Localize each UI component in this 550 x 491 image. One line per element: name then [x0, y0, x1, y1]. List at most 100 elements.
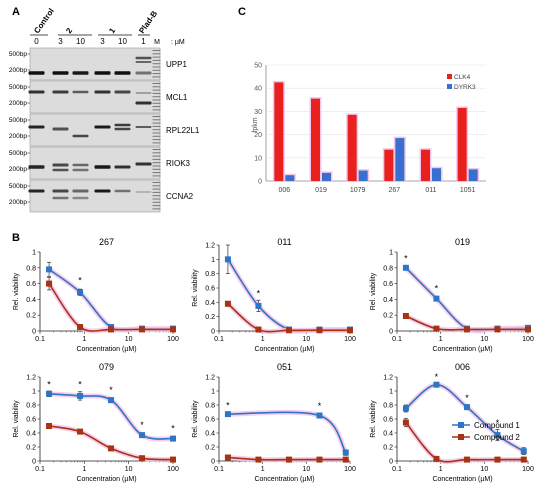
y-tick-label: 1	[32, 250, 36, 257]
y-tick-label: 0.4	[26, 431, 36, 438]
bar-DYRK3-006	[285, 175, 295, 181]
marker-label-200: 200bp	[9, 100, 27, 107]
x-axis-label: Concentration (µM)	[76, 476, 136, 483]
y-tick-label: 0	[32, 329, 36, 336]
gel-band	[94, 165, 111, 169]
data-point	[77, 392, 84, 399]
y-tick-label: 0.2	[383, 313, 393, 320]
gel-band	[114, 123, 131, 127]
gel-header-1: 2	[64, 26, 74, 35]
significance-star: *	[226, 401, 230, 411]
y-tick-label: 0.2	[205, 445, 215, 452]
y-axis-label: Rel. viability	[370, 400, 377, 438]
significance-star: *	[257, 289, 261, 299]
y-tick-label: 0.6	[205, 286, 215, 293]
data-point	[342, 456, 349, 463]
x-tick-label: 019	[315, 187, 327, 194]
bar-legend-swatch	[447, 74, 452, 79]
marker-ladder-band	[152, 198, 161, 200]
gel-band	[28, 125, 45, 129]
marker-ladder-band	[152, 182, 161, 183]
data-point	[139, 326, 146, 333]
x-axis-label: Concentration (µM)	[76, 346, 136, 353]
x-tick-label: 100	[522, 336, 534, 343]
chart-title: 011	[277, 237, 291, 247]
legend-marker-compound1	[458, 422, 464, 428]
data-point	[402, 419, 409, 426]
data-point	[316, 327, 323, 334]
series-line-Compound 2	[48, 283, 173, 332]
y-tick-label: 0	[32, 459, 36, 466]
gel-band	[135, 126, 152, 128]
y-tick-label: 0	[258, 179, 262, 186]
panel-a: A Control 2 1 Plad-B 0 3 10 3 10 1 M: µM 500bp200…	[9, 6, 200, 213]
viability-chart-011: 0 0.2 0.4 0.6 0.8 1 1.2 0.1 1 10 100 Concentration …	[192, 237, 356, 353]
series-halo	[403, 265, 531, 334]
gel-band	[94, 125, 111, 129]
y-tick-label: 0.4	[383, 297, 393, 304]
marker-ladder-band	[152, 135, 161, 137]
x-tick-label: 1	[261, 336, 265, 343]
data-point	[316, 412, 323, 419]
data-point	[463, 326, 470, 333]
gel-dose-2: 10	[76, 37, 85, 46]
data-point	[170, 456, 176, 463]
gel-block-RIOK3: 500bp 200bp RIOK3	[9, 146, 191, 180]
x-tick-label: 10	[125, 336, 133, 343]
x-tick-label: 0.1	[214, 466, 224, 473]
gel-blocks: 500bp 200bp UPP1 500bp 200bp MCL1 500bp 200bp RP…	[9, 47, 200, 213]
gel-dose-row: 0 3 10 3 10 1 M: µM	[34, 37, 185, 46]
x-tick-label: 267	[388, 187, 400, 194]
data-point	[433, 295, 440, 302]
gel-background	[29, 47, 161, 81]
data-point	[46, 423, 53, 429]
marker-ladder-band	[152, 86, 161, 88]
marker-ladder-band	[152, 69, 161, 71]
gel-band	[52, 127, 69, 131]
bar-CLK4-011	[421, 149, 430, 181]
data-point	[285, 327, 292, 334]
marker-ladder-band	[152, 102, 161, 104]
marker-ladder-band	[152, 50, 161, 51]
gel-band	[28, 71, 45, 75]
legend-label-compound1: Compound 1	[474, 421, 520, 430]
x-tick-label: 10	[302, 466, 310, 473]
gel-band	[114, 71, 131, 75]
gel-block-MCL1: 500bp 200bp MCL1	[9, 80, 188, 114]
y-tick-label: 0.8	[383, 403, 393, 410]
gel-gene-label: RPL22L1	[166, 126, 200, 135]
gel-background	[29, 80, 161, 114]
y-tick-label: 0.8	[205, 271, 215, 278]
x-tick-label: 100	[167, 336, 179, 343]
marker-ladder-band	[152, 56, 161, 58]
gel-band	[94, 71, 111, 75]
marker-ladder-band	[152, 185, 161, 187]
y-axis-label: Rel. viability	[370, 272, 377, 310]
significance-star: *	[435, 372, 439, 382]
y-tick-label: 0.4	[383, 431, 393, 438]
gel-band	[94, 90, 111, 94]
data-point	[108, 397, 115, 404]
viability-chart-019: 0 0.2 0.4 0.6 0.8 1 0.1 1 10 100 Concentration (µM…	[370, 237, 534, 353]
x-tick-label: 1	[261, 466, 265, 473]
bar-DYRK3-019	[322, 172, 331, 181]
gel-gene-label: RIOK3	[166, 159, 191, 168]
marker-ladder-band	[152, 125, 161, 127]
gel-band	[28, 165, 45, 169]
gel-background	[29, 179, 161, 213]
gel-band	[135, 92, 152, 94]
y-tick-label: 1.2	[205, 375, 215, 382]
marker-ladder-band	[152, 66, 161, 68]
y-tick-label: 1	[32, 389, 36, 396]
marker-label-500: 500bp	[9, 51, 27, 58]
y-tick-label: 1	[389, 389, 393, 396]
y-tick-label: 0	[389, 459, 393, 466]
y-axis-label: Rel. viability	[192, 400, 199, 438]
y-tick-label: 1	[211, 257, 215, 264]
data-point	[494, 326, 501, 333]
marker-ladder-band	[152, 205, 161, 207]
viability-chart-267: 0 0.2 0.4 0.6 0.8 1 0.1 1 10 100 Concentration (µM…	[13, 237, 179, 353]
gel-band	[135, 101, 152, 105]
viability-chart-006: 0 0.2 0.4 0.6 0.8 1 1.2 0.1 1 10 100 Concentration …	[370, 362, 534, 483]
